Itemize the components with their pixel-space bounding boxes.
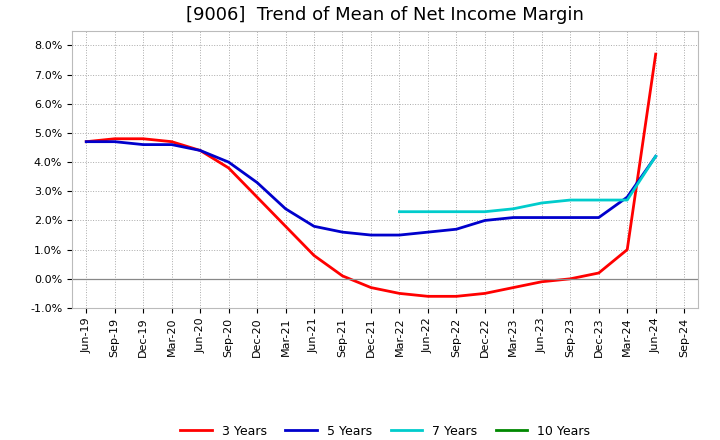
5 Years — [196, 148, 204, 153]
5 Years — [282, 206, 290, 212]
3 Years — [595, 270, 603, 275]
3 Years — [139, 136, 148, 141]
3 Years — [423, 293, 432, 299]
7 Years — [566, 198, 575, 203]
3 Years — [366, 285, 375, 290]
7 Years — [595, 198, 603, 203]
3 Years — [167, 139, 176, 144]
7 Years — [423, 209, 432, 214]
5 Years — [566, 215, 575, 220]
3 Years — [225, 165, 233, 171]
5 Years — [537, 215, 546, 220]
5 Years — [225, 159, 233, 165]
5 Years — [110, 139, 119, 144]
3 Years — [310, 253, 318, 258]
5 Years — [139, 142, 148, 147]
7 Years — [480, 209, 489, 214]
5 Years — [423, 230, 432, 235]
3 Years — [537, 279, 546, 284]
Line: 3 Years: 3 Years — [86, 54, 656, 296]
3 Years — [82, 139, 91, 144]
5 Years — [395, 232, 404, 238]
3 Years — [623, 247, 631, 252]
5 Years — [652, 154, 660, 159]
3 Years — [196, 148, 204, 153]
7 Years — [395, 209, 404, 214]
5 Years — [366, 232, 375, 238]
3 Years — [395, 291, 404, 296]
5 Years — [623, 194, 631, 200]
7 Years — [652, 154, 660, 159]
5 Years — [82, 139, 91, 144]
5 Years — [595, 215, 603, 220]
5 Years — [509, 215, 518, 220]
3 Years — [480, 291, 489, 296]
Line: 5 Years: 5 Years — [86, 142, 656, 235]
7 Years — [623, 198, 631, 203]
3 Years — [652, 51, 660, 57]
3 Years — [566, 276, 575, 282]
3 Years — [282, 224, 290, 229]
Legend: 3 Years, 5 Years, 7 Years, 10 Years: 3 Years, 5 Years, 7 Years, 10 Years — [176, 420, 595, 440]
5 Years — [452, 227, 461, 232]
5 Years — [310, 224, 318, 229]
Title: [9006]  Trend of Mean of Net Income Margin: [9006] Trend of Mean of Net Income Margi… — [186, 6, 584, 24]
5 Years — [253, 180, 261, 185]
3 Years — [509, 285, 518, 290]
3 Years — [253, 194, 261, 200]
7 Years — [537, 200, 546, 205]
3 Years — [338, 273, 347, 279]
3 Years — [110, 136, 119, 141]
Line: 7 Years: 7 Years — [400, 156, 656, 212]
5 Years — [480, 218, 489, 223]
5 Years — [167, 142, 176, 147]
3 Years — [452, 293, 461, 299]
7 Years — [452, 209, 461, 214]
5 Years — [338, 230, 347, 235]
7 Years — [509, 206, 518, 212]
